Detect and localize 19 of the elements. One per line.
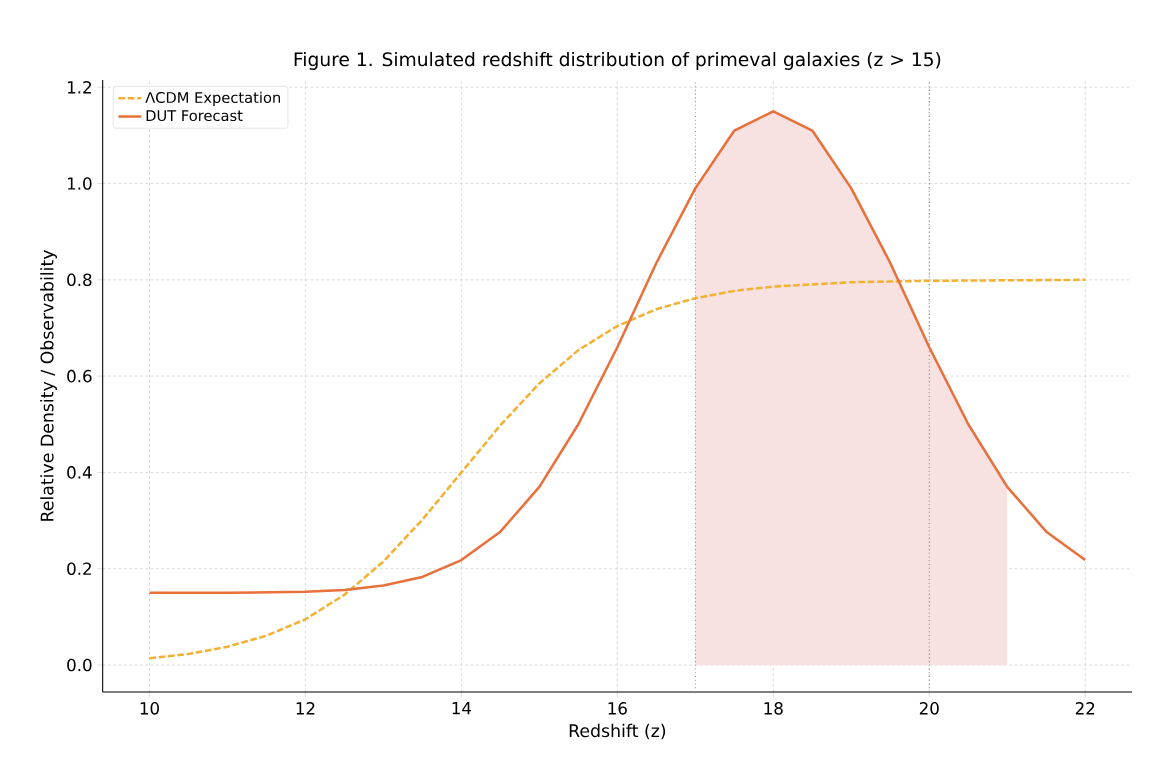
x-tick-label: 10: [140, 702, 159, 715]
x-tick-label: 14: [452, 702, 472, 715]
y-tick-label: 0.0: [67, 658, 92, 672]
x-tick-label: 22: [1075, 702, 1095, 715]
x-axis-title: Redshift (z): [569, 723, 666, 740]
x-tick-label: 12: [296, 702, 315, 715]
y-axis-title: Relative Density / Observability: [40, 249, 57, 521]
legend-label: ΛCDM Expectation: [145, 91, 280, 106]
x-tick-label: 20: [919, 702, 939, 715]
chart-title: Figure 1. Simulated redshift distribution of primeval galaxies (z > 15): [294, 51, 941, 70]
y-tick-label: 0.4: [67, 466, 92, 479]
legend-label: DUT Forecast: [146, 110, 243, 122]
y-tick-label: 0.8: [67, 273, 92, 287]
x-tick-label: 18: [764, 702, 783, 715]
y-tick-label: 0.6: [67, 369, 92, 383]
x-tick-label: 16: [608, 702, 627, 715]
y-tick-label: 1.2: [67, 81, 91, 94]
y-tick-label: 1.0: [67, 177, 92, 190]
y-tick-label: 0.2: [67, 562, 91, 576]
